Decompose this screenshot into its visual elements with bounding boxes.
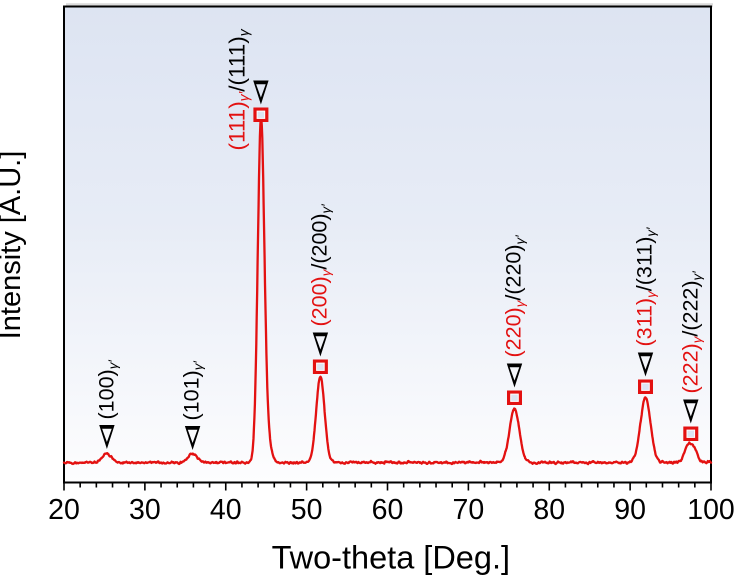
- svg-text:90: 90: [614, 494, 646, 526]
- svg-text:80: 80: [533, 494, 565, 526]
- svg-text:20: 20: [48, 494, 80, 526]
- svg-text:Two-theta [Deg.]: Two-theta [Deg.]: [272, 540, 510, 576]
- svg-text:Intensity [A.U.]: Intensity [A.U.]: [0, 151, 27, 340]
- svg-text:30: 30: [129, 494, 161, 526]
- svg-text:100: 100: [687, 494, 735, 526]
- svg-text:70: 70: [453, 494, 485, 526]
- svg-text:60: 60: [372, 494, 404, 526]
- svg-text:40: 40: [210, 494, 242, 526]
- svg-text:50: 50: [291, 494, 323, 526]
